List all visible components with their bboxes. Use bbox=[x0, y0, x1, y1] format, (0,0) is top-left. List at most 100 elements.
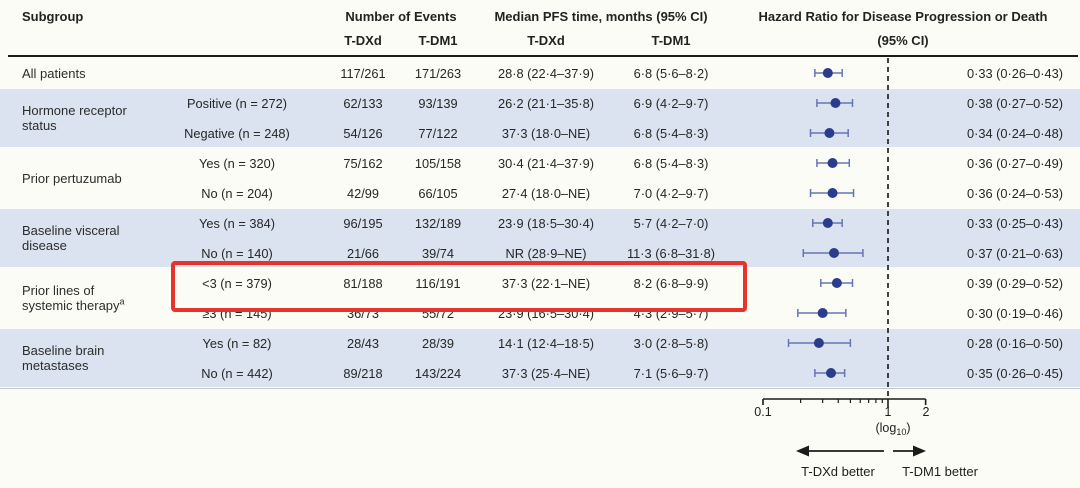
events-tdxd-cell: 36/73 bbox=[346, 305, 380, 321]
header-pfs-tdm1: T-DM1 bbox=[651, 33, 691, 48]
events-tdxd-cell: 54/126 bbox=[343, 125, 383, 141]
subgroup-rows: Yes (n = 384) 96/195 132/189 23·9 (18·5–30·… bbox=[148, 208, 1080, 268]
pfs-tdm1-cell: 4·3 (2·9–5·7) bbox=[633, 305, 709, 321]
events-tdm1-cell: 39/74 bbox=[421, 245, 455, 261]
table-row: Yes (n = 320) 75/162 105/158 30·4 (21·4–37·… bbox=[148, 148, 1080, 178]
forest-cell bbox=[726, 238, 950, 268]
hr-ci-cell: 0·39 (0·29–0·52) bbox=[966, 275, 1064, 291]
pfs-tdm1-cell: 7·0 (4·2–9·7) bbox=[633, 185, 709, 201]
events-tdm1-cell: 116/191 bbox=[415, 275, 461, 291]
forest-cell bbox=[726, 178, 950, 208]
pfs-tdxd-cell: 23·9 (16·5–30·4) bbox=[497, 305, 595, 321]
hr-ci-cell: 0·35 (0·26–0·45) bbox=[966, 365, 1064, 381]
pfs-tdxd-cell: 26·2 (21·1–35·8) bbox=[497, 95, 595, 111]
pfs-tdxd-cell: 23·9 (18·5–30·4) bbox=[497, 215, 595, 231]
header-hr-ci: (95% CI) bbox=[877, 33, 929, 48]
table-row: No (n = 204) 42/99 66/105 27·4 (18·0–NE) 7·0… bbox=[148, 178, 1080, 208]
hr-ci-cell: 0·38 (0·27–0·52) bbox=[966, 95, 1064, 111]
forest-cell bbox=[726, 328, 950, 358]
subgroup-label: Prior pertuzumab bbox=[0, 148, 148, 208]
axis-log-sub: 10 bbox=[896, 427, 907, 437]
table-row: ≥3 (n = 145) 36/73 55/72 23·9 (16·5–30·4) 4·… bbox=[148, 298, 1080, 328]
events-tdxd-cell: 62/133 bbox=[343, 95, 383, 111]
subgroup-value-cell: Yes (n = 82) bbox=[202, 335, 272, 351]
header-subgroup: Subgroup bbox=[22, 9, 84, 24]
subgroup-value-cell: ≥3 (n = 145) bbox=[202, 305, 272, 321]
subgroup-block: Hormone receptor status Positive (n = 272)… bbox=[0, 88, 1080, 148]
hr-ci-cell: 0·34 (0·24–0·48) bbox=[966, 125, 1064, 141]
forest-cell bbox=[726, 148, 950, 178]
forest-cell bbox=[726, 358, 950, 388]
events-tdxd-cell: 28/43 bbox=[346, 335, 380, 351]
pfs-tdm1-cell: 8·2 (6·8–9·9) bbox=[633, 275, 709, 291]
subgroup-value-cell: No (n = 140) bbox=[201, 245, 273, 261]
events-tdm1-cell: 66/105 bbox=[418, 185, 458, 201]
events-tdm1-cell: 132/189 bbox=[414, 215, 462, 231]
subgroup-label-line: metastases bbox=[22, 358, 89, 373]
subgroup-label: Baseline brain metastases bbox=[0, 328, 148, 388]
pfs-tdxd-cell: 30·4 (21·4–37·9) bbox=[497, 155, 595, 171]
events-tdxd-cell: 117/261 bbox=[340, 65, 386, 81]
table-body: All patients 117/261 171/263 28·8 (22·4–37·… bbox=[0, 58, 1080, 388]
events-tdxd-cell: 96/195 bbox=[343, 215, 383, 231]
subgroup-value-cell: <3 (n = 379) bbox=[202, 275, 272, 291]
table-bottom-rule bbox=[0, 388, 1080, 389]
pfs-tdm1-cell: 11·3 (6·8–31·8) bbox=[627, 245, 715, 261]
header-events-tdm1: T-DM1 bbox=[418, 33, 458, 48]
axis-log-open: (log bbox=[875, 421, 897, 435]
events-tdm1-cell: 171/263 bbox=[414, 65, 462, 81]
subgroup-label-line: Baseline brain bbox=[22, 343, 105, 358]
axis-tick-label-01: 0.1 bbox=[754, 405, 772, 419]
events-tdm1-cell: 93/139 bbox=[418, 95, 458, 111]
pfs-tdm1-cell: 3·0 (2·8–5·8) bbox=[633, 335, 709, 351]
subgroup-block: Prior pertuzumab Yes (n = 320) 75/162 105/1… bbox=[0, 148, 1080, 208]
hr-ci-cell: 0·28 (0·16–0·50) bbox=[966, 335, 1064, 351]
events-tdm1-cell: 143/224 bbox=[414, 365, 462, 381]
table-row: Negative (n = 248) 54/126 77/122 37·3 (18·0… bbox=[148, 118, 1080, 148]
subgroup-value-cell: Yes (n = 384) bbox=[198, 215, 275, 231]
axis-log-close: ) bbox=[906, 421, 911, 435]
pfs-tdxd-cell: 37·3 (25·4–NE) bbox=[501, 365, 591, 381]
axis-log-label: (log10) bbox=[848, 421, 938, 437]
table-row: No (n = 140) 21/66 39/74 NR (28·9–NE) 11·3 (… bbox=[148, 238, 1080, 268]
subgroup-value-cell: Negative (n = 248) bbox=[184, 125, 290, 141]
table-row: <3 (n = 379) 81/188 116/191 37·3 (22·1–NE) 8… bbox=[148, 268, 1080, 298]
axis-tick-label-2: 2 bbox=[922, 405, 930, 419]
forest-cell bbox=[726, 298, 950, 328]
hr-ci-cell: 0·37 (0·21–0·63) bbox=[966, 245, 1064, 261]
subgroup-label: Baseline visceral disease bbox=[0, 208, 148, 268]
header-pfs-tdxd: T-DXd bbox=[527, 33, 565, 48]
table-row: No (n = 442) 89/218 143/224 37·3 (25·4–NE) 7… bbox=[148, 358, 1080, 388]
forest-cell bbox=[726, 118, 950, 148]
subgroup-rows: <3 (n = 379) 81/188 116/191 37·3 (22·1–NE) 8… bbox=[148, 268, 1080, 328]
footnote-marker: a bbox=[119, 296, 125, 307]
tdm1-better-arrowhead bbox=[913, 445, 926, 457]
pfs-tdm1-cell: 7·1 (5·6–9·7) bbox=[633, 365, 709, 381]
events-tdxd-cell: 21/66 bbox=[346, 245, 380, 261]
pfs-tdm1-cell: 6·8 (5·6–8·2) bbox=[633, 65, 709, 81]
subgroup-label-line: disease bbox=[22, 238, 67, 253]
header-median-pfs: Median PFS time, months (95% CI) bbox=[494, 9, 708, 24]
events-tdm1-cell: 105/158 bbox=[414, 155, 462, 171]
header-hazard-ratio: Hazard Ratio for Disease Progression or … bbox=[758, 9, 1048, 24]
subgroup-value-cell: Yes (n = 320) bbox=[198, 155, 275, 171]
subgroup-label-line: All patients bbox=[22, 65, 86, 81]
subgroup-block: Prior lines of systemic therapya <3 (n = 3… bbox=[0, 268, 1080, 328]
subgroup-block: Baseline visceral disease Yes (n = 384) 96/… bbox=[0, 208, 1080, 268]
pfs-tdxd-cell: 14·1 (12·4–18·5) bbox=[497, 335, 595, 351]
subgroup-value-cell: Positive (n = 272) bbox=[187, 95, 287, 111]
subgroup-rows: Positive (n = 272) 62/133 93/139 26·2 (21·1… bbox=[148, 88, 1080, 148]
forest-cell bbox=[726, 268, 950, 298]
tdxd-better-arrowhead bbox=[796, 445, 809, 457]
table-row: 117/261 171/263 28·8 (22·4–37·9) 6·8 (5·6–8… bbox=[148, 58, 1080, 88]
events-tdxd-cell: 42/99 bbox=[346, 185, 380, 201]
table-row: Positive (n = 272) 62/133 93/139 26·2 (21·1… bbox=[148, 88, 1080, 118]
pfs-tdxd-cell: 27·4 (18·0–NE) bbox=[501, 185, 591, 201]
events-tdxd-cell: 75/162 bbox=[343, 155, 383, 171]
pfs-tdxd-cell: 28·8 (22·4–37·9) bbox=[497, 65, 595, 81]
header-number-of-events: Number of Events bbox=[345, 9, 457, 24]
forest-cell bbox=[726, 88, 950, 118]
subgroup-rows: 117/261 171/263 28·8 (22·4–37·9) 6·8 (5·6–8… bbox=[148, 58, 1080, 88]
pfs-tdm1-cell: 5·7 (4·2–7·0) bbox=[633, 215, 709, 231]
